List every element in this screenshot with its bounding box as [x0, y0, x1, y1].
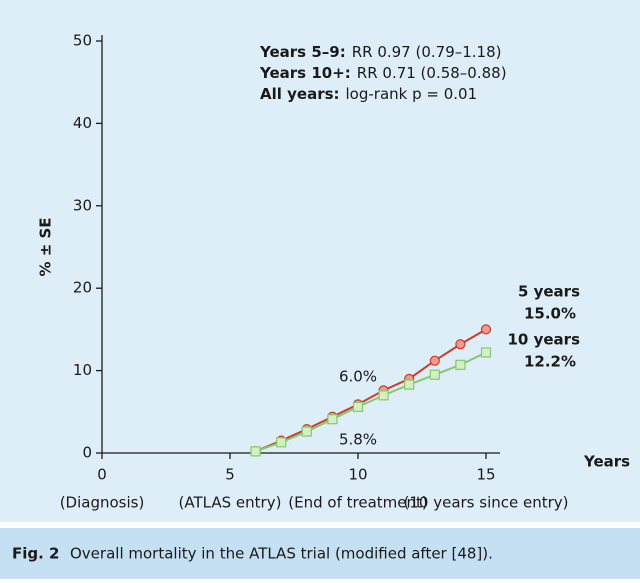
- x-tick-sublabel: (Diagnosis): [60, 494, 145, 512]
- y-tick-label: 40: [73, 114, 92, 132]
- x-tick-sublabel: (10 years since entry): [404, 494, 569, 512]
- x-tick-label: 5: [225, 466, 235, 484]
- x-tick-label: 10: [348, 466, 367, 484]
- marker: [250, 446, 261, 457]
- caption-background: [0, 528, 640, 579]
- y-tick-label: 10: [73, 361, 92, 379]
- point-label: 5.8%: [339, 431, 377, 449]
- marker: [429, 355, 440, 366]
- end-label: 12.2%: [524, 353, 576, 371]
- marker: [480, 324, 492, 335]
- series-line: [255, 351, 487, 453]
- annotation-bold: All years:: [260, 85, 340, 103]
- x-tick-label: 0: [97, 466, 107, 484]
- annotation-bold: Years 5–9:: [259, 43, 346, 61]
- annotation-bold: Years 10+:: [259, 64, 351, 82]
- annotation: Years 10+: RR 0.71 (0.58–0.88): [259, 64, 507, 82]
- legend-label: 10 years: [508, 331, 581, 349]
- marker: [352, 401, 364, 412]
- marker: [480, 347, 492, 358]
- marker: [404, 379, 415, 390]
- y-tick-label: 0: [82, 444, 92, 462]
- point-label: 6.0%: [339, 368, 377, 386]
- marker: [301, 426, 312, 437]
- annotation-text: RR 0.97 (0.79–1.18): [352, 43, 502, 61]
- y-tick-label: 20: [73, 279, 92, 297]
- y-tick-label: 30: [73, 196, 92, 214]
- series-line: [255, 328, 487, 453]
- annotation-text: RR 0.71 (0.58–0.88): [357, 64, 507, 82]
- x-tick-sublabel: (ATLAS entry): [179, 494, 282, 512]
- marker: [429, 369, 440, 380]
- annotation: All years: log-rank p = 0.01: [260, 85, 477, 103]
- annotation-text: log-rank p = 0.01: [346, 85, 478, 103]
- annotation: Years 5–9: RR 0.97 (0.79–1.18): [259, 43, 501, 61]
- marker: [276, 437, 287, 448]
- marker: [455, 359, 466, 370]
- end-label: 15.0%: [524, 305, 576, 323]
- chart-background: [0, 0, 640, 522]
- marker: [378, 390, 389, 401]
- caption-text: Overall mortality in the ATLAS trial (mo…: [70, 545, 493, 563]
- x-axis-label: Years: [583, 453, 630, 471]
- y-tick-label: 50: [73, 32, 92, 50]
- x-tick-label: 15: [476, 466, 495, 484]
- y-axis-label: % ± SE: [37, 217, 55, 276]
- caption-label: Fig. 2: [12, 545, 59, 563]
- marker: [327, 414, 338, 425]
- legend-label: 5 years: [518, 283, 580, 301]
- x-tick-sublabel: (End of treatment): [288, 494, 427, 512]
- marker: [455, 339, 466, 350]
